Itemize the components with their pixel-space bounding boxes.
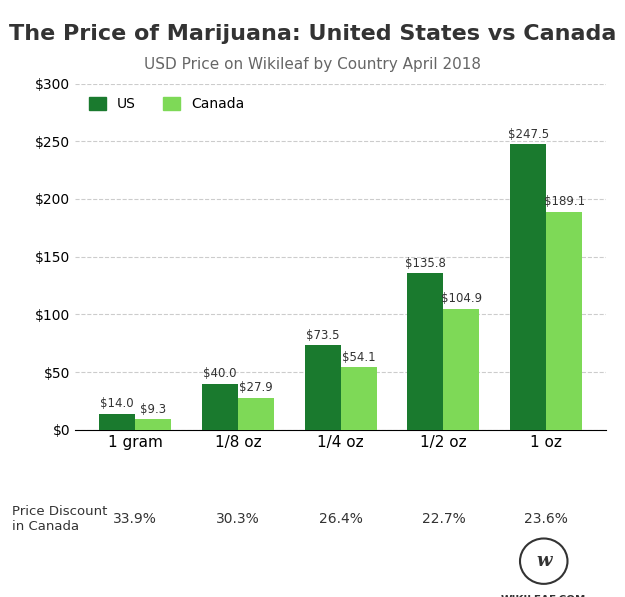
Text: $27.9: $27.9: [239, 381, 272, 394]
Bar: [546, 211, 582, 430]
Text: $135.8: $135.8: [405, 257, 446, 270]
Bar: [202, 384, 238, 430]
Text: $247.5: $247.5: [508, 128, 549, 141]
Bar: [238, 398, 274, 430]
Bar: [304, 345, 341, 430]
Bar: [443, 309, 479, 430]
Text: 33.9%: 33.9%: [113, 512, 157, 527]
Text: 22.7%: 22.7%: [421, 512, 465, 527]
Text: $104.9: $104.9: [441, 293, 482, 305]
Text: USD Price on Wikileaf by Country April 2018: USD Price on Wikileaf by Country April 2…: [144, 57, 481, 72]
Text: 23.6%: 23.6%: [524, 512, 568, 527]
Text: $40.0: $40.0: [203, 367, 237, 380]
Bar: [99, 414, 135, 430]
Text: The Price of Marijuana: United States vs Canada: The Price of Marijuana: United States vs…: [9, 24, 616, 44]
Text: WIKILEAF.COM: WIKILEAF.COM: [501, 595, 586, 597]
Text: w: w: [536, 552, 551, 570]
Legend: US, Canada: US, Canada: [82, 91, 251, 118]
Text: $9.3: $9.3: [140, 402, 166, 416]
Text: $14.0: $14.0: [101, 397, 134, 410]
Text: $73.5: $73.5: [306, 328, 339, 341]
Text: 26.4%: 26.4%: [319, 512, 362, 527]
Bar: [341, 367, 377, 430]
Bar: [510, 144, 546, 430]
Text: $54.1: $54.1: [342, 351, 376, 364]
Bar: [408, 273, 443, 430]
Text: $189.1: $189.1: [544, 195, 584, 208]
Bar: [135, 419, 171, 430]
Text: 30.3%: 30.3%: [216, 512, 260, 527]
Text: Price Discount
in Canada: Price Discount in Canada: [12, 506, 108, 533]
